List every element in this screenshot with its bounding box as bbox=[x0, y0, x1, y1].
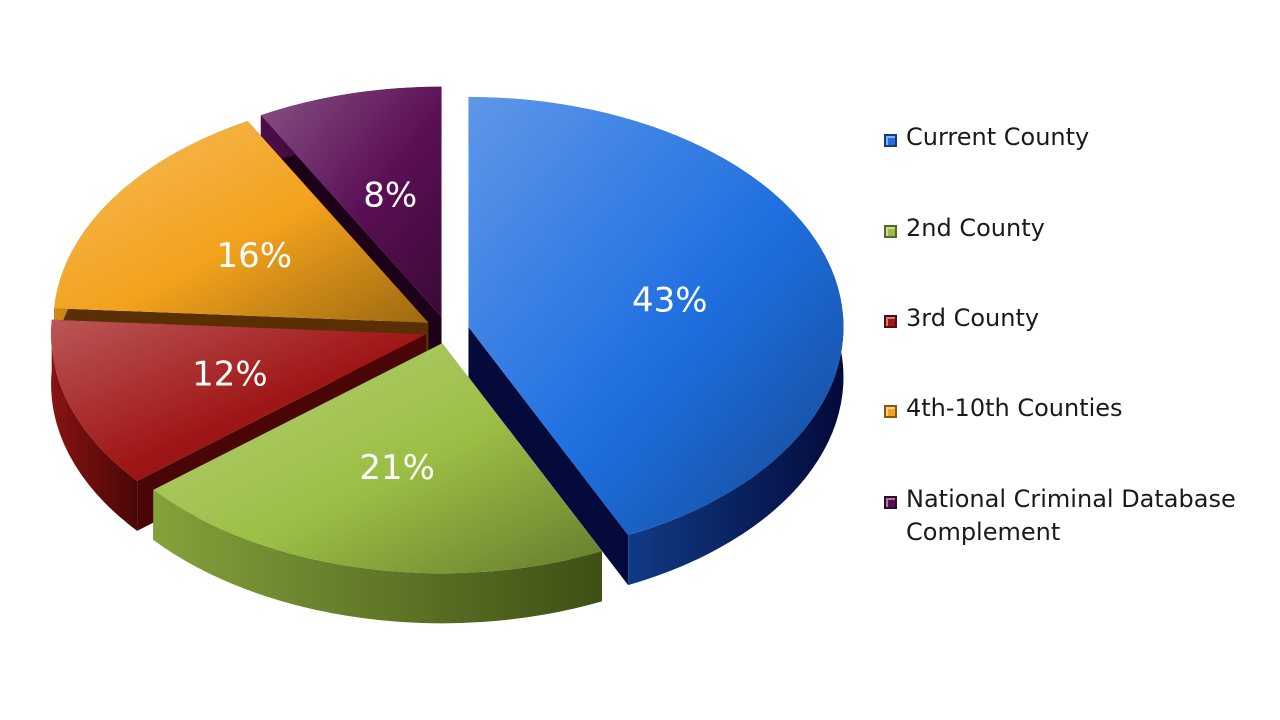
legend-item-2nd-county: 2nd County bbox=[884, 212, 1251, 245]
legend-item-national-criminal-database-complement: National Criminal Database Complement bbox=[884, 483, 1251, 549]
data-label-current-county: 43% bbox=[632, 280, 708, 320]
pie-chart: 43% 21% 12% 16% 8% bbox=[51, 86, 844, 624]
legend-item-4th-10th-counties: 4th-10th Counties bbox=[884, 392, 1251, 425]
legend-label: National Criminal Database Complement bbox=[906, 485, 1236, 546]
legend-label: 2nd County bbox=[906, 214, 1045, 242]
slice-wall-current-county bbox=[468, 327, 629, 586]
legend-label: 3rd County bbox=[906, 304, 1040, 332]
slice-2nd-county bbox=[153, 343, 602, 574]
legend-swatch bbox=[884, 315, 897, 328]
slice-national-criminal-database-complement bbox=[260, 86, 442, 317]
legend-swatch bbox=[884, 225, 897, 238]
legend-item-current-county: Current County bbox=[884, 121, 1251, 154]
legend-label: 4th-10th Counties bbox=[906, 394, 1123, 422]
legend-item-3rd-county: 3rd County bbox=[884, 302, 1251, 335]
legend-swatch bbox=[884, 405, 897, 418]
slice-rim-3rd-county bbox=[51, 319, 138, 531]
slice-current-county bbox=[468, 97, 844, 536]
legend-swatch bbox=[884, 496, 897, 509]
slice-3rd-county bbox=[51, 319, 427, 481]
data-label-2nd-county: 21% bbox=[359, 448, 435, 488]
slice-4th-10th-counties bbox=[54, 121, 429, 323]
legend-swatch bbox=[884, 134, 897, 147]
slice-rim-2nd-county bbox=[153, 489, 602, 624]
legend-label: Current County bbox=[906, 123, 1090, 151]
data-label-4th-10th-counties: 16% bbox=[216, 236, 292, 276]
data-label-national-criminal-database-complement: 8% bbox=[363, 175, 417, 215]
data-label-3rd-county: 12% bbox=[192, 354, 268, 394]
